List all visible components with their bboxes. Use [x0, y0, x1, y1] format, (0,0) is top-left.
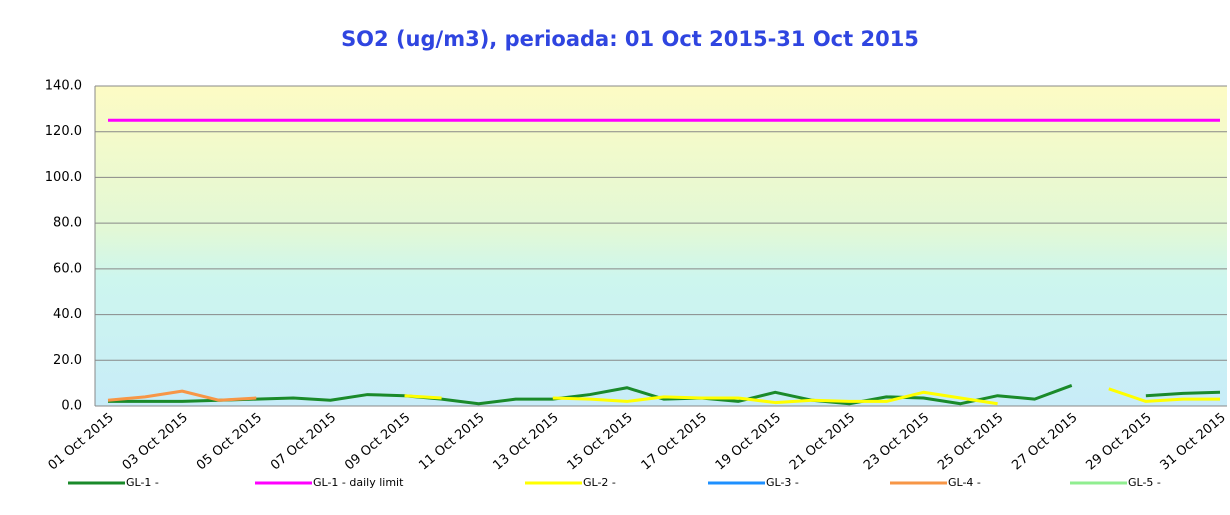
y-tick-label: 20.0	[53, 353, 82, 368]
chart-title: SO2 (ug/m3), perioada: 01 Oct 2015-31 Oc…	[341, 27, 919, 51]
y-tick-label: 0.0	[61, 399, 82, 414]
x-tick-label: 29 Oct 2015	[1083, 410, 1154, 473]
x-tick-label: 25 Oct 2015	[935, 410, 1006, 473]
legend-label: GL-1 -	[126, 476, 159, 489]
series-line	[108, 384, 1221, 406]
series-line	[107, 389, 257, 402]
y-tick-label: 80.0	[53, 216, 82, 231]
x-tick-label: 01 Oct 2015	[46, 410, 117, 473]
legend-label: GL-1 - daily limit	[313, 476, 404, 489]
x-tick-label: 21 Oct 2015	[787, 410, 858, 473]
x-tick-label: 11 Oct 2015	[416, 410, 487, 473]
x-tick-label: 13 Oct 2015	[490, 410, 561, 473]
y-tick-label: 100.0	[45, 170, 82, 185]
x-tick-label: 05 Oct 2015	[194, 410, 265, 473]
x-tick-label: 03 Oct 2015	[120, 410, 191, 473]
legend-label: GL-2 -	[583, 476, 616, 489]
x-tick-label: 23 Oct 2015	[861, 410, 932, 473]
x-tick-label: 15 Oct 2015	[565, 410, 636, 473]
legend-label: GL-4 -	[948, 476, 981, 489]
x-tick-label: 17 Oct 2015	[639, 410, 710, 473]
y-tick-label: 40.0	[53, 307, 82, 322]
x-tick-label: 19 Oct 2015	[713, 410, 784, 473]
y-tick-label: 120.0	[45, 124, 82, 139]
series-line	[404, 387, 1220, 406]
plot-background	[95, 86, 1227, 406]
x-tick-label: 09 Oct 2015	[342, 410, 413, 473]
y-tick-label: 60.0	[53, 261, 82, 276]
legend-label: GL-3 -	[766, 476, 799, 489]
y-tick-label: 140.0	[45, 79, 82, 94]
x-tick-label: 27 Oct 2015	[1009, 410, 1080, 473]
x-tick-label: 07 Oct 2015	[268, 410, 339, 473]
x-tick-label: 31 Oct 2015	[1158, 410, 1229, 473]
legend-label: GL-5 -	[1128, 476, 1161, 489]
